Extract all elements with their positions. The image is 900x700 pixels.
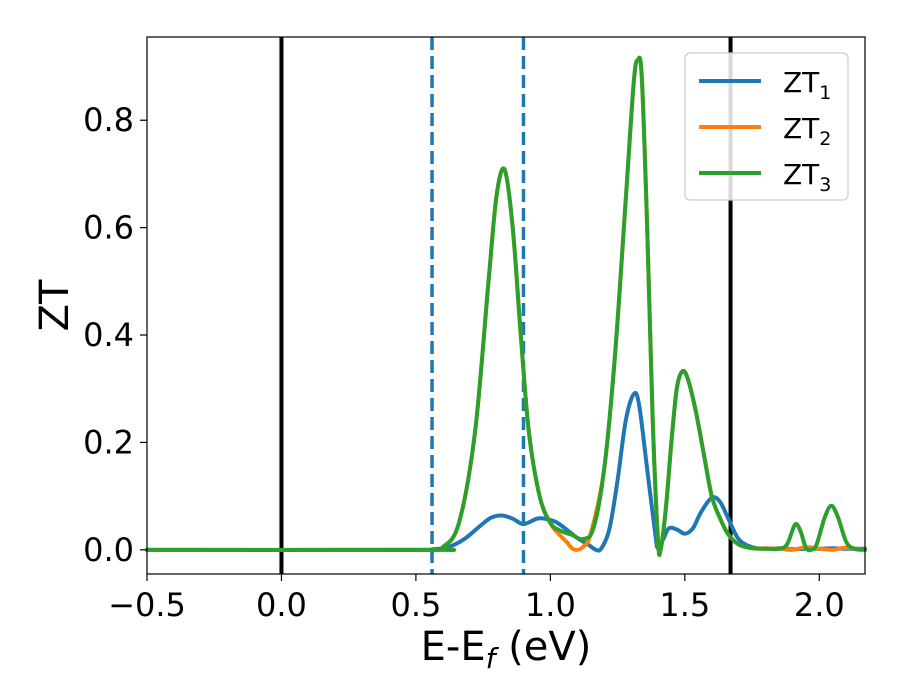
x-tick-label: 0.5 [390,586,441,624]
legend: ZT1 ZT2 ZT3 [684,52,849,201]
vertical-lines [279,37,733,574]
y-tick-label: 0.2 [83,423,134,461]
series-lines [145,55,867,557]
legend-box [684,52,849,201]
plot-frame [146,36,866,575]
x-axis-ticks: −0.5 0.0 0.5 1.0 1.5 2.0 [108,574,845,624]
x-tick-label: 2.0 [794,586,845,624]
legend-label-zt2: ZT2 [783,112,831,150]
x-tick-label: 1.5 [659,586,710,624]
series-line-zt3 [145,55,867,557]
x-axis-label: E-Ef (eV) [421,624,592,675]
y-tick-label: 0.6 [83,209,134,247]
x-tick-label: 0.0 [256,586,307,624]
y-axis-ticks: 0.0 0.2 0.4 0.6 0.8 [83,101,147,569]
y-tick-label: 0.4 [83,316,134,354]
x-tick-label: 1.0 [525,586,576,624]
y-axis-label: ZT [32,279,78,331]
x-tick-label: −0.5 [108,586,186,624]
y-tick-label: 0.8 [83,101,134,139]
legend-label-zt3: ZT3 [783,158,831,196]
y-tick-label: 0.0 [83,531,134,569]
legend-label-zt1: ZT1 [783,66,831,104]
series-line-zt1 [145,390,867,553]
